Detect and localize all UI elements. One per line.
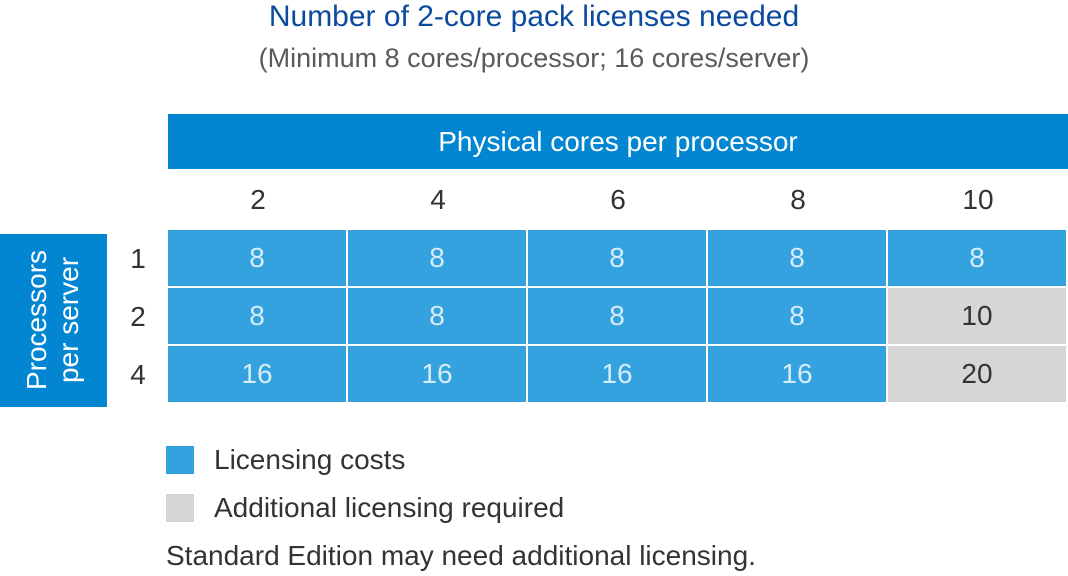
legend: Licensing costs Additional licensing req… (166, 436, 564, 532)
grid-cell: 16 (528, 346, 706, 402)
legend-swatch (166, 494, 194, 522)
row-label: 2 (130, 301, 146, 332)
row-header-line: Processors (21, 249, 52, 391)
column-header-band: Physical cores per processor (168, 114, 1068, 169)
column-label: 10 (962, 184, 994, 215)
diagram-title: Number of 2-core pack licenses needed (268, 0, 800, 33)
column-label: 8 (790, 184, 806, 215)
grid-cell: 8 (888, 230, 1066, 286)
grid-row: 8 8 8 8 8 (168, 230, 1068, 286)
grid-cell: 16 (168, 346, 346, 402)
grid-cell: 16 (348, 346, 526, 402)
grid-row: 16 16 16 16 20 (168, 346, 1068, 402)
license-grid: 8 8 8 8 8 8 8 8 8 10 16 16 16 16 20 (168, 230, 1068, 404)
column-label: 2 (250, 184, 266, 215)
grid-cell: 8 (708, 230, 886, 286)
legend-item: Additional licensing required (166, 484, 564, 532)
grid-cell: 8 (168, 230, 346, 286)
column-labels: 2 4 6 8 10 (168, 178, 1068, 222)
row-header-band: Processors per server (0, 234, 107, 407)
grid-cell: 8 (528, 230, 706, 286)
row-label: 1 (130, 243, 146, 274)
legend-label: Additional licensing required (214, 492, 565, 523)
grid-row: 8 8 8 8 10 (168, 288, 1068, 344)
grid-cell: 20 (888, 346, 1066, 402)
grid-cell: 8 (168, 288, 346, 344)
row-label: 4 (130, 359, 146, 390)
legend-swatch (166, 446, 194, 474)
footnote: Standard Edition may need additional lic… (166, 540, 756, 571)
column-label: 4 (430, 184, 446, 215)
grid-cell: 10 (888, 288, 1066, 344)
diagram-subtitle: (Minimum 8 cores/processor; 16 cores/ser… (258, 43, 810, 73)
legend-item: Licensing costs (166, 436, 564, 484)
row-header-label: Processors per server (21, 250, 85, 390)
grid-cell: 16 (708, 346, 886, 402)
column-label: 6 (610, 184, 626, 215)
row-header-line: per server (53, 256, 84, 384)
grid-cell: 8 (708, 288, 886, 344)
grid-cell: 8 (348, 288, 526, 344)
grid-cell: 8 (348, 230, 526, 286)
legend-label: Licensing costs (214, 444, 406, 475)
grid-cell: 8 (528, 288, 706, 344)
row-labels: 1 2 4 (120, 230, 156, 404)
